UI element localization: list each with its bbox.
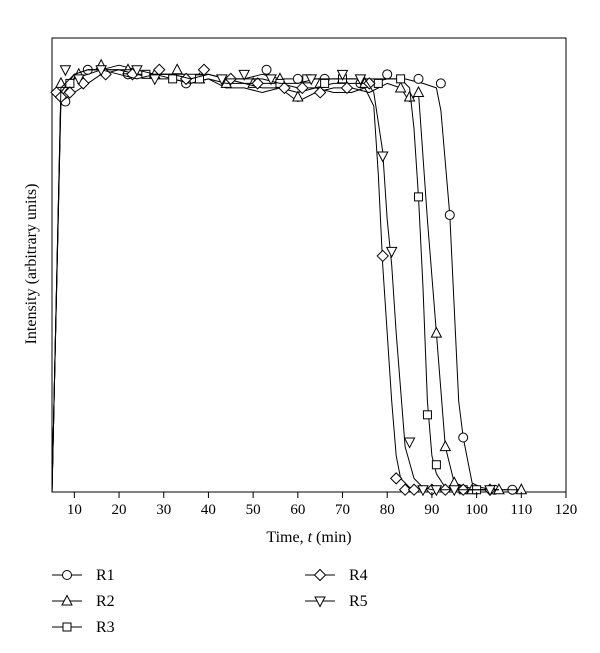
data-point-r4 (251, 77, 264, 90)
y-axis-label: Intensity (arbitrary units) (23, 184, 40, 345)
data-point-r4 (296, 81, 309, 95)
data-point-r3 (431, 460, 441, 470)
legend-label: R5 (349, 593, 368, 610)
legend-item-r2: R2 (52, 593, 115, 610)
x-tick-label: 60 (290, 502, 305, 518)
data-point-r4 (376, 249, 389, 263)
series-r5 (51, 65, 499, 497)
data-point-r1 (261, 64, 272, 75)
x-tick-label: 20 (112, 502, 127, 518)
data-point-r4 (398, 483, 412, 496)
data-point-r5 (265, 74, 277, 86)
series-line-r4 (51, 69, 490, 493)
data-point-r5 (354, 74, 367, 86)
legend-label: R3 (96, 619, 115, 636)
legend-item-r3: R3 (52, 619, 115, 636)
data-point-r2 (171, 63, 183, 75)
data-point-r3 (414, 192, 424, 202)
x-axis: 10 20 30 40 50 60 70 80 90 100 110 120 (67, 492, 577, 518)
data-point-r5 (72, 74, 85, 86)
legend-marker-r5 (314, 596, 326, 608)
legend-label: R4 (349, 567, 368, 584)
x-tick-label: 100 (465, 502, 488, 518)
data-point-r5 (430, 485, 443, 497)
x-axis-label: Time, t (min) (266, 529, 351, 546)
data-point-r5 (376, 151, 389, 163)
legend: R1 R2 R3 R4 R5 (52, 567, 368, 636)
series-r2 (51, 58, 528, 495)
legend-marker-r4 (313, 568, 327, 582)
data-point-r3 (141, 69, 151, 79)
x-tick-label: 80 (380, 502, 395, 518)
data-point-r2 (439, 440, 452, 452)
legend-marker-r1 (62, 570, 72, 580)
data-point-r3 (422, 410, 432, 420)
data-point-r5 (305, 74, 318, 86)
data-point-r3 (65, 78, 75, 88)
data-point-r1 (382, 69, 393, 80)
data-point-r4 (278, 81, 291, 95)
data-point-r5 (216, 74, 228, 86)
data-point-r5 (336, 69, 349, 81)
data-point-r2 (394, 81, 407, 93)
plot-frame (51, 37, 567, 493)
series-layer (50, 58, 528, 497)
data-point-r1 (458, 432, 469, 443)
data-point-r3 (168, 74, 178, 84)
legend-marker-r2 (61, 594, 73, 606)
legend-label: R1 (96, 567, 115, 584)
data-point-r5 (131, 65, 143, 77)
series-line-r1 (51, 64, 522, 493)
legend-item-r4: R4 (305, 567, 368, 584)
series-line-r2 (51, 69, 522, 493)
x-tick-label: 70 (335, 502, 350, 518)
x-tick-label: 40 (201, 502, 216, 518)
data-point-r5 (385, 246, 398, 258)
data-point-r5 (484, 485, 496, 497)
data-point-r4 (313, 86, 327, 99)
data-point-r4 (63, 86, 77, 99)
data-point-r1 (444, 210, 455, 221)
x-tick-label: 120 (555, 502, 578, 518)
data-point-r5 (448, 485, 461, 497)
legend-item-r1: R1 (52, 567, 115, 584)
data-point-r3 (396, 74, 406, 84)
data-point-r1 (292, 73, 303, 84)
data-point-r3 (194, 74, 204, 84)
data-point-r4 (389, 472, 403, 485)
data-point-r5 (417, 485, 429, 497)
series-line-r5 (51, 69, 499, 493)
data-point-r2 (430, 326, 443, 338)
data-point-r2 (493, 483, 505, 495)
x-tick-label: 10 (67, 502, 82, 518)
data-point-r5 (59, 65, 72, 77)
data-point-r5 (403, 437, 416, 449)
data-point-r2 (55, 76, 67, 88)
data-point-r4 (340, 81, 354, 95)
data-point-r1 (413, 73, 424, 84)
series-r4 (50, 63, 497, 496)
data-point-r2 (403, 90, 416, 102)
data-point-r4 (407, 483, 421, 496)
x-tick-label: 110 (510, 502, 532, 518)
legend-marker-r3 (62, 622, 72, 632)
x-tick-label: 30 (156, 502, 171, 518)
data-point-r1 (435, 78, 446, 89)
legend-item-r5: R5 (305, 593, 368, 610)
x-tick-label: 90 (424, 502, 439, 518)
legend-label: R2 (96, 593, 115, 610)
data-point-r5 (95, 65, 107, 77)
series-r1 (51, 64, 522, 495)
data-point-r2 (291, 90, 304, 102)
data-point-r5 (238, 69, 251, 81)
data-point-r2 (412, 85, 425, 97)
data-point-r5 (148, 74, 161, 86)
data-point-r3 (320, 78, 330, 88)
x-tick-label: 50 (246, 502, 261, 518)
